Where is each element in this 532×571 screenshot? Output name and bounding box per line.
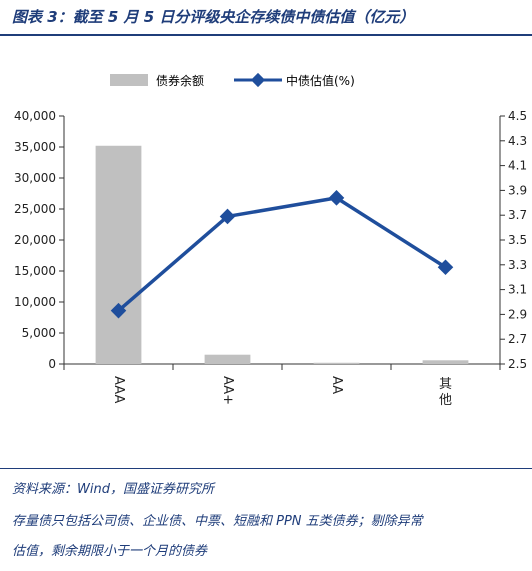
bar-series <box>95 145 469 364</box>
category-label: AA+ <box>220 376 235 405</box>
left-tick-label: 15,000 <box>14 264 56 278</box>
bar <box>422 360 469 364</box>
header-divider <box>0 34 532 36</box>
legend: 债券余额 中债估值(%) <box>110 72 355 88</box>
right-tick-label: 3.9 <box>508 183 527 197</box>
legend-line-marker <box>250 72 266 88</box>
bar <box>95 145 142 364</box>
category-label: AA <box>329 376 344 394</box>
right-tick-label: 4.5 <box>508 109 527 123</box>
left-tick-label: 5,000 <box>22 326 56 340</box>
right-tick-label: 2.7 <box>508 332 527 346</box>
line-point <box>328 190 345 206</box>
bar <box>204 354 251 364</box>
left-tick-label: 0 <box>48 357 56 371</box>
left-tick-label: 40,000 <box>14 109 56 123</box>
left-tick-label: 20,000 <box>14 233 56 247</box>
right-tick-label: 2.9 <box>508 307 527 321</box>
legend-bar-swatch <box>110 74 148 86</box>
category-label: AAA <box>111 376 126 404</box>
bar <box>313 362 360 364</box>
left-tick-label: 35,000 <box>14 140 56 154</box>
chart: 债券余额 中债估值(%) 0 5,000 10,000 15,000 20,000 25,… <box>14 72 527 408</box>
right-tick-label: 3.3 <box>508 258 527 272</box>
valuation-line <box>117 196 447 313</box>
line-point <box>219 208 236 225</box>
right-tick-label: 4.1 <box>508 159 527 173</box>
footnote-line-2: 估值，剩余期限小于一个月的债券 <box>12 544 208 559</box>
left-tick-label: 30,000 <box>14 171 56 185</box>
footer-divider <box>0 468 532 469</box>
right-tick-label: 2.5 <box>508 357 527 371</box>
left-tick-label: 10,000 <box>14 295 56 309</box>
right-tick-label: 4.3 <box>508 134 527 148</box>
source-note: 资料来源：Wind，国盛证券研究所 <box>12 482 214 497</box>
right-tick-label: 3.7 <box>508 208 527 222</box>
category-label: 其他 <box>439 377 452 408</box>
figure-title: 图表 3：截至 5 月 5 日分评级央企存续债中债估值（亿元） <box>12 8 415 26</box>
right-tick-label: 3.1 <box>508 283 527 297</box>
right-tick-label: 3.5 <box>508 233 527 247</box>
line-series <box>110 190 454 319</box>
left-tick-label: 25,000 <box>14 202 56 216</box>
footnote-line-1: 存量债只包括公司债、企业债、中票、短融和 PPN 五类债券；剔除异常 <box>12 514 423 529</box>
tick-labels: 0 5,000 10,000 15,000 20,000 25,000 30,000 35,0… <box>14 109 527 408</box>
legend-line-label: 中债估值(%) <box>286 73 355 88</box>
legend-bar-label: 债券余额 <box>156 73 204 88</box>
